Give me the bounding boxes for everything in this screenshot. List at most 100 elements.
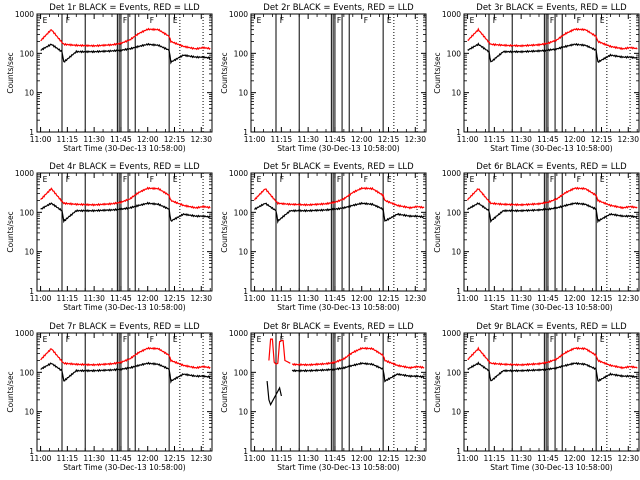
x-tick-label: 11:45 [110,294,132,303]
x-tick-label: 11:15 [484,454,506,463]
lld-series-line [291,346,425,370]
y-tick-label: 1 [243,287,248,296]
lld-series-line [467,186,638,210]
events-series-line [40,42,211,65]
plot-frame [463,13,640,133]
y-axis-label: Counts/sec [220,371,229,412]
flag-marker: E [173,16,178,25]
x-tick-label: 11:45 [324,135,346,144]
y-axis-label: Counts/sec [6,371,15,412]
panel-title: Det 4r BLACK = Events, RED = LLD [49,162,200,172]
x-tick-label: 12:15 [164,294,186,303]
x-tick-label: 12:30 [617,135,639,144]
panel-det-4: Det 4r BLACK = Events, RED = LLD 1 10 100 10… [6,162,213,312]
events-series-line [467,201,638,224]
x-tick-label: 11:45 [537,454,559,463]
flag-marker: E [173,175,178,184]
flag-marker: F [364,16,368,25]
x-axis-label: Start Time (30-Dec-13 10:58:00) [277,144,399,153]
flag-marker: E [600,335,605,344]
x-tick-label: 11:00 [244,454,266,463]
x-axis-label: Start Time (30-Dec-13 10:58:00) [63,144,185,153]
x-tick-label: 11:00 [244,135,266,144]
events-series-line [254,201,425,225]
lld-series-line [254,186,425,210]
y-tick-label: 100 [20,208,35,217]
flag-marker: E [470,16,475,25]
flag-marker: F [150,16,154,25]
flag-marker: F [364,175,368,184]
x-tick-label: 11:15 [484,294,506,303]
y-tick-label: 1000 [442,10,461,19]
flag-marker: E [43,16,48,25]
flag-marker: E [43,175,48,184]
lld-series-line [40,346,211,370]
y-axis-label: Counts/sec [6,52,15,93]
y-tick-label: 10 [24,408,34,417]
y-tick-label: 10 [451,408,461,417]
flag-marker: F [123,16,127,25]
y-axis-label: Counts/sec [6,211,15,252]
x-tick-label: 12:00 [137,294,159,303]
flag-marker: F [577,16,581,25]
y-tick-label: 100 [234,368,249,377]
plot-frame [463,172,640,292]
x-tick-label: 11:00 [457,454,479,463]
x-axis-label: Start Time (30-Dec-13 10:58:00) [490,144,612,153]
x-tick-label: 11:30 [510,294,532,303]
panel-det-7: Det 7r BLACK = Events, RED = LLD 1 10 100 10… [6,322,213,472]
y-tick-label: 1000 [15,169,34,178]
flag-marker: E [173,335,178,344]
flag-marker: F [280,16,284,25]
flag-marker: F [493,175,497,184]
x-tick-label: 11:30 [297,135,319,144]
panel-det-5: Det 5r BLACK = Events, RED = LLD 1 10 100 10… [220,162,427,312]
x-tick-label: 11:45 [324,294,346,303]
panel-det-3: Det 3r BLACK = Events, RED = LLD 1 10 100 10… [433,3,640,153]
y-tick-label: 1000 [442,169,461,178]
flag-marker: F [577,335,581,344]
panel-det-2: Det 2r BLACK = Events, RED = LLD 1 10 100 10… [220,3,427,153]
lld-series-line [467,346,638,370]
lld-series-line [40,186,211,210]
x-tick-label: 11:30 [510,135,532,144]
x-tick-label: 11:00 [30,454,52,463]
events-series-line [467,42,638,64]
x-tick-label: 11:45 [537,294,559,303]
plot-frame [250,332,427,452]
plot-frame [36,172,213,292]
y-axis-label: Counts/sec [433,211,442,252]
flag-marker: E [470,335,475,344]
y-tick-label: 1000 [229,329,248,338]
flag-marker: E [43,335,48,344]
y-tick-label: 1 [456,128,461,137]
x-tick-label: 12:00 [351,294,373,303]
y-tick-label: 10 [238,408,248,417]
x-tick-label: 12:30 [190,135,212,144]
y-tick-label: 100 [20,368,35,377]
lld-series-line [467,27,638,51]
y-tick-label: 100 [447,368,462,377]
x-tick-label: 11:45 [110,135,132,144]
y-tick-label: 10 [451,248,461,257]
panel-det-8: Det 8r BLACK = Events, RED = LLD 1 10 100 10… [220,322,427,472]
x-tick-label: 12:15 [591,135,613,144]
x-tick-label: 11:00 [30,135,52,144]
x-tick-label: 12:00 [351,454,373,463]
plot-frame [36,13,213,133]
plot-frame [36,332,213,452]
y-tick-label: 10 [451,89,461,98]
x-tick-label: 12:30 [190,454,212,463]
x-tick-label: 11:00 [457,135,479,144]
y-tick-label: 1 [29,128,34,137]
y-tick-label: 10 [238,89,248,98]
x-tick-label: 12:00 [137,454,159,463]
panel-title: Det 2r BLACK = Events, RED = LLD [263,3,414,13]
plot-frame [463,332,640,452]
y-tick-label: 1 [29,287,34,296]
x-tick-label: 11:15 [271,135,293,144]
flag-marker: F [337,335,341,344]
x-tick-label: 12:15 [591,454,613,463]
y-tick-label: 100 [447,49,462,58]
